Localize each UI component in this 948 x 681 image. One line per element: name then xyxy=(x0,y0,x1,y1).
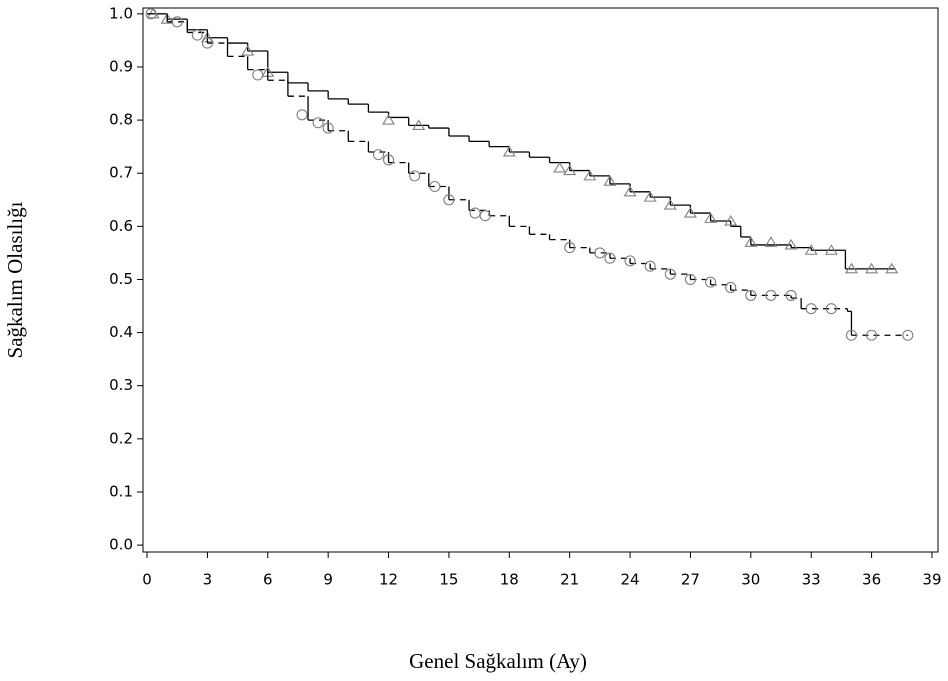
censor-marker xyxy=(902,329,914,341)
censor-marker xyxy=(201,37,213,49)
censor-marker xyxy=(704,212,718,223)
censor-marker xyxy=(553,161,567,173)
censor-marker xyxy=(664,268,676,280)
censor-marker xyxy=(624,255,636,267)
censor-marker xyxy=(744,236,758,247)
censor-marker xyxy=(443,194,455,206)
y-axis-label: Sağkalım Olasılığı xyxy=(3,201,27,358)
censor-marker xyxy=(705,276,717,288)
x-tick-label: 12 xyxy=(379,571,398,589)
censor-marker xyxy=(804,244,818,255)
x-tick-label: 27 xyxy=(681,571,700,589)
censor-marker xyxy=(469,207,481,219)
plot-frame xyxy=(142,7,939,553)
x-tick-label: 36 xyxy=(862,571,881,589)
censor-marker xyxy=(725,281,737,293)
y-tick-label: 0.5 xyxy=(109,270,133,288)
censor-marker xyxy=(785,289,797,301)
x-tick-label: 3 xyxy=(203,571,213,589)
censor-marker xyxy=(885,262,899,274)
censor-marker xyxy=(594,247,606,259)
y-tick-label: 0.4 xyxy=(109,323,133,341)
censor-marker xyxy=(663,199,677,210)
censor-marker xyxy=(643,191,657,202)
censor-marker xyxy=(623,185,637,197)
censor-marker xyxy=(784,238,798,250)
censor-marker xyxy=(683,207,697,218)
censor-marker xyxy=(502,145,516,157)
censor-marker xyxy=(644,260,656,272)
censor-marker xyxy=(844,262,858,274)
censor-marker xyxy=(372,149,385,161)
censor-marker xyxy=(603,175,617,186)
y-tick-label: 0.1 xyxy=(109,482,133,500)
censor-marker xyxy=(845,329,858,341)
x-tick-label: 15 xyxy=(439,571,458,589)
x-tick-label: 0 xyxy=(142,571,152,589)
censor-marker xyxy=(724,214,738,226)
censor-marker xyxy=(564,242,576,254)
y-tick-label: 1.0 xyxy=(109,4,133,22)
censor-marker xyxy=(604,252,616,264)
y-tick-label: 0.6 xyxy=(109,217,133,235)
censor-marker xyxy=(865,262,879,274)
censor-marker xyxy=(252,69,264,81)
censor-marker xyxy=(322,122,334,134)
x-tick-label: 30 xyxy=(741,571,760,589)
y-tick-label: 0.2 xyxy=(109,429,133,447)
censor-marker xyxy=(191,29,203,41)
x-tick-label: 9 xyxy=(323,571,333,589)
censor-marker xyxy=(764,236,778,247)
censor-marker xyxy=(825,303,837,315)
censor-marker xyxy=(382,154,395,166)
x-tick-label: 18 xyxy=(500,571,519,589)
censor-marker xyxy=(866,329,878,341)
censor-marker xyxy=(805,303,817,315)
censor-marker xyxy=(382,114,396,125)
censor-marker xyxy=(765,289,777,301)
censor-marker xyxy=(241,44,255,56)
y-tick-label: 0.7 xyxy=(109,164,133,182)
censor-marker xyxy=(312,117,324,129)
x-tick-label: 6 xyxy=(263,571,273,589)
censor-marker xyxy=(409,170,421,182)
y-tick-label: 0.0 xyxy=(109,536,133,554)
censor-marker xyxy=(429,180,441,193)
censor-marker xyxy=(563,164,577,176)
x-axis-label: Genel Sağkalım (Ay) xyxy=(409,649,587,673)
y-tick-label: 0.8 xyxy=(109,111,133,129)
censor-marker xyxy=(684,273,696,286)
censor-marker xyxy=(745,289,757,301)
x-tick-label: 39 xyxy=(922,571,941,589)
censor-marker xyxy=(412,119,426,130)
censor-marker xyxy=(296,109,308,121)
y-tick-label: 0.3 xyxy=(109,376,133,394)
x-tick-label: 21 xyxy=(560,571,579,589)
x-tick-label: 24 xyxy=(621,571,640,589)
censor-marker xyxy=(824,244,838,255)
censor-marker xyxy=(171,16,183,28)
censor-marker xyxy=(145,8,157,20)
x-tick-label: 33 xyxy=(802,571,821,589)
censor-marker xyxy=(160,13,174,24)
censor-marker xyxy=(583,169,597,181)
y-tick-label: 0.9 xyxy=(109,57,133,75)
censor-marker xyxy=(479,210,491,222)
